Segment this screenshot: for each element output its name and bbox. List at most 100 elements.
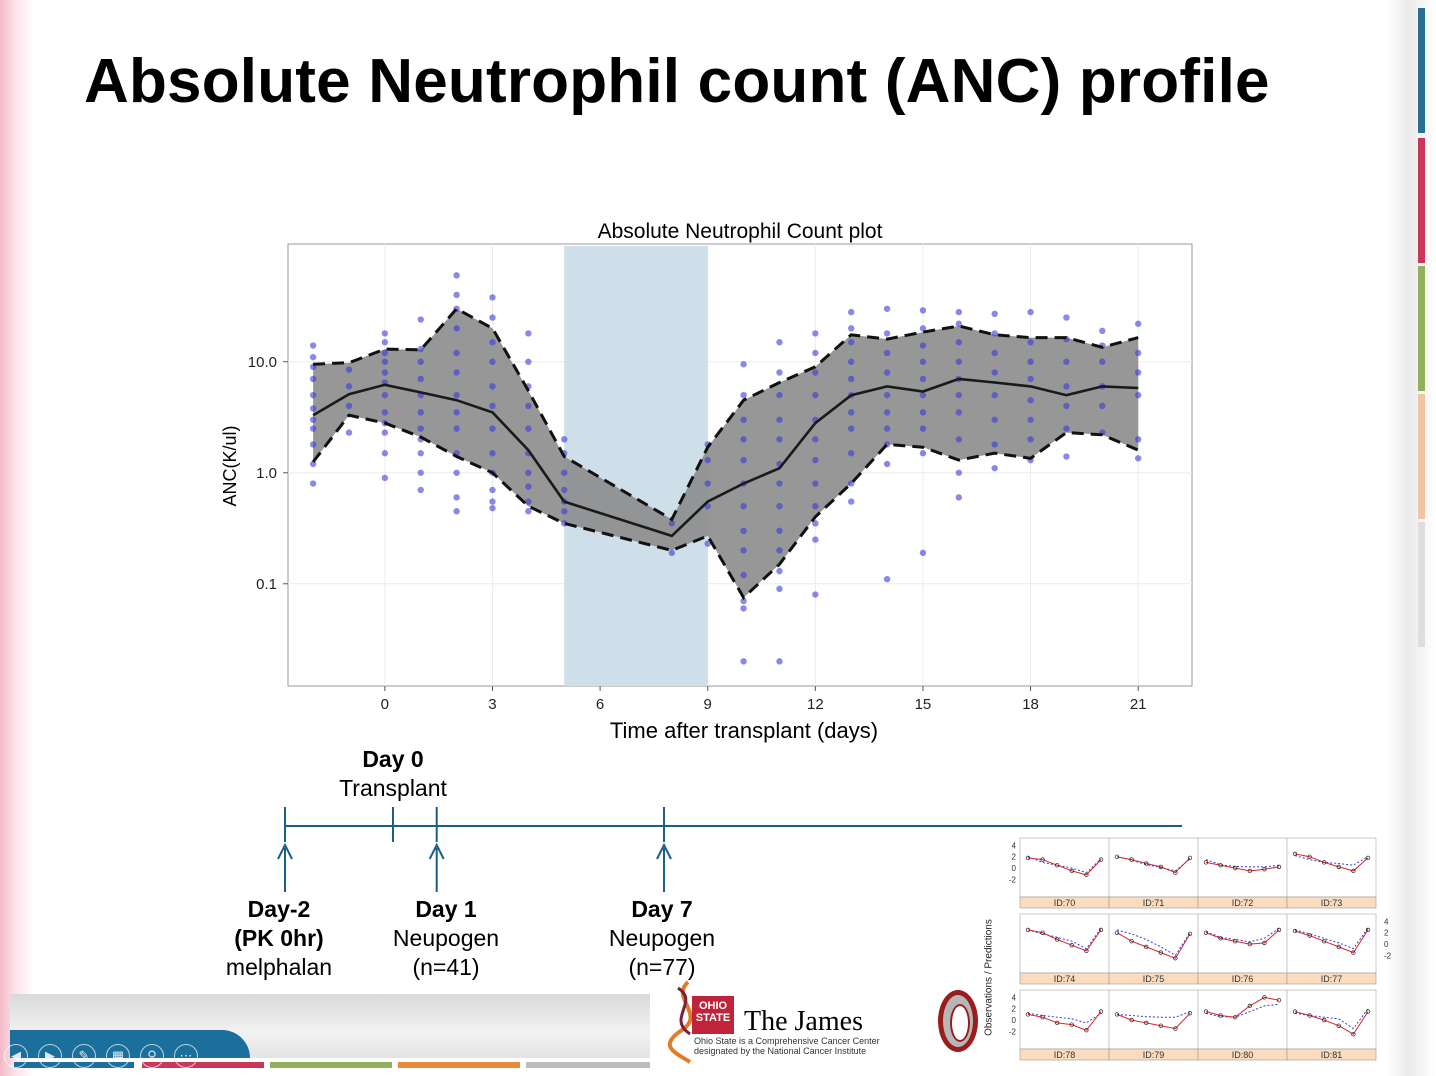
observation-point	[1134, 455, 1142, 462]
x-tick-label: 12	[807, 696, 824, 713]
timeline-note: (n=77)	[628, 954, 696, 980]
observation-point	[883, 460, 891, 468]
panel-id: ID:81	[1321, 1050, 1343, 1060]
panel-point	[1365, 855, 1371, 861]
panel-id: ID:74	[1054, 974, 1076, 984]
observation-point	[776, 547, 783, 554]
timeline-label: Day-2 (PK 0hr) melphalan	[189, 895, 369, 982]
timeline-note: Neupogen	[392, 925, 500, 951]
observation-point	[381, 339, 389, 346]
observation-point	[776, 567, 783, 575]
accent-bar	[1418, 138, 1425, 263]
panel-prediction-line	[1205, 1003, 1280, 1018]
slides-icon[interactable]: ▦	[106, 1044, 130, 1068]
footer-color-bar	[398, 1062, 520, 1068]
observation-point	[453, 272, 460, 279]
timeline-label: Day 7 Neupogen (n=77)	[572, 895, 752, 982]
observation-point	[1027, 436, 1034, 443]
next-slide-icon[interactable]: ▶	[38, 1044, 62, 1068]
observation-point	[991, 391, 998, 399]
confidence-band	[313, 308, 1139, 598]
observation-point	[955, 320, 963, 327]
observation-point	[919, 450, 927, 457]
timeline-note: melphalan	[225, 954, 333, 980]
panel-point	[1129, 1017, 1134, 1023]
panel-frame	[1108, 989, 1199, 1050]
panel-point	[1233, 939, 1238, 944]
panel-prediction-line	[1294, 855, 1369, 866]
observation-point	[525, 330, 532, 337]
panel-observed-line	[1027, 857, 1102, 876]
observation-point	[453, 469, 460, 476]
panel-point	[1144, 944, 1149, 950]
panel-point	[1173, 1026, 1178, 1031]
observation-point	[919, 375, 927, 383]
panel-point	[1336, 1023, 1341, 1028]
zoom-icon[interactable]: ⚲	[140, 1044, 164, 1068]
observation-point	[453, 369, 460, 376]
observation-point	[848, 425, 855, 432]
observation-point	[561, 469, 568, 476]
panel-prediction-line	[1116, 1011, 1191, 1018]
panel-prediction-line	[1027, 856, 1102, 874]
observation-point	[309, 353, 317, 361]
panel-point	[1025, 1012, 1031, 1017]
observation-point	[1134, 369, 1142, 376]
panel-point	[1025, 855, 1031, 861]
observation-point	[1134, 436, 1142, 443]
panel-point	[1055, 1020, 1060, 1026]
observation-point	[955, 436, 963, 443]
panel-point	[1233, 865, 1238, 871]
panel-point	[1307, 854, 1312, 859]
observation-point	[919, 358, 927, 365]
observation-point	[561, 508, 568, 515]
observation-points	[309, 272, 1142, 665]
panel-y-tick: 0	[1384, 940, 1389, 949]
tagline-line: designated by the National Cancer Instit…	[694, 1046, 867, 1056]
observation-point	[1027, 416, 1034, 423]
observation-point	[417, 375, 424, 383]
panel-point	[1173, 956, 1178, 961]
timeline-label: Day 0 Transplant	[303, 745, 483, 803]
panel-point	[1055, 863, 1060, 868]
x-tick-label: 18	[1022, 696, 1039, 713]
footer-color-bar	[270, 1062, 392, 1068]
panel-id: ID:77	[1321, 974, 1343, 984]
observation-point	[704, 540, 711, 547]
observation-point	[776, 502, 783, 510]
pen-icon[interactable]: ✎	[72, 1044, 96, 1068]
observation-point	[883, 369, 891, 376]
panel-point	[1084, 948, 1089, 954]
panel-y-tick: 4	[1384, 917, 1389, 926]
observation-point	[453, 409, 460, 416]
panel-prediction-line	[1205, 859, 1280, 868]
more-options-icon[interactable]: ⋯	[174, 1044, 198, 1068]
panel-point	[1247, 1003, 1252, 1009]
observation-point	[417, 316, 424, 323]
observation-point	[1027, 358, 1034, 365]
accent-bar	[1418, 266, 1425, 391]
footer-color-bar	[526, 1062, 650, 1068]
observation-point	[525, 425, 532, 432]
observation-point	[848, 480, 855, 487]
observation-point	[812, 591, 819, 598]
panel-point	[1203, 1009, 1209, 1014]
observation-point	[848, 339, 855, 346]
previous-slide-icon[interactable]: ◀	[4, 1044, 28, 1068]
axis-ticks: 0 3 6 9 12 15 18 21 0.1 1.0 10.0	[248, 354, 1147, 713]
panel-y-tick: -2	[1384, 951, 1392, 960]
observation-point	[309, 441, 317, 448]
observation-point	[417, 469, 424, 476]
panel-prediction-line	[1027, 1012, 1102, 1024]
observation-point	[740, 571, 747, 579]
panel-id: ID:71	[1143, 898, 1165, 908]
observation-point	[740, 391, 747, 399]
y-tick-label: 0.1	[256, 576, 277, 593]
observation-point	[381, 474, 389, 482]
panels-y-label-text: Observations / Predictions	[983, 919, 995, 1036]
panel-point	[1158, 950, 1163, 955]
panel-id: ID:79	[1143, 1050, 1165, 1060]
panel-point	[1098, 927, 1104, 933]
observation-point	[991, 441, 998, 448]
observation-point	[919, 342, 927, 349]
